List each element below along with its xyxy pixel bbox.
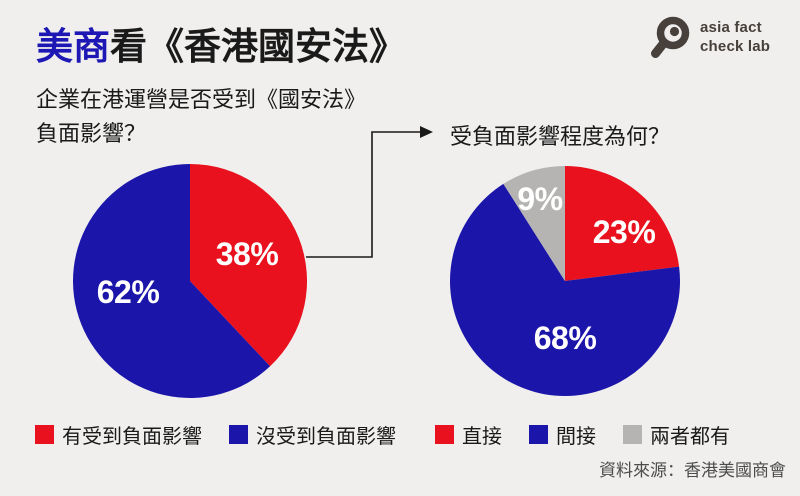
pie-chart-impact: 38% 62% [72,164,307,403]
page-title: 美商看《香港國安法》 [36,26,406,69]
legend-swatch-icon [435,425,454,444]
legend-item: 兩者都有 [623,420,730,449]
question-left: 企業在港運營是否受到《國安法》 負面影響？ [36,87,367,146]
legend-label: 沒受到負面影響 [256,426,396,448]
source-credit: 資料來源：香港美國商會 [599,461,786,480]
legend-degree: 直接 間接 兩者都有 [435,420,730,449]
slice-value-label: 23% [593,214,656,250]
legend-swatch-icon [529,425,548,444]
legend-item: 有受到負面影響 [35,420,202,449]
legend-swatch-icon [35,425,54,444]
title-rest: 看《香港國安法》 [110,26,406,67]
slice-value-label: 62% [97,274,160,310]
legend-swatch-icon [229,425,248,444]
pie-chart-degree: 23% 68% 9% [450,166,680,401]
question-right: 受負面影響程度為何？ [450,124,671,149]
pie-slice [72,164,271,399]
legend-swatch-icon [623,425,642,444]
legend-label: 直接 [462,426,502,448]
pie-slice [565,166,680,281]
slice-value-label: 38% [216,236,279,272]
legend-label: 間接 [556,426,596,448]
slice-value-label: 9% [517,181,562,217]
legend-impact: 有受到負面影響 沒受到負面影響 [35,420,396,449]
pie-slice [450,183,680,397]
legend-item: 間接 [529,420,596,449]
logo-text: asia fact check lab [700,18,771,55]
legend-item: 直接 [435,420,502,449]
title-accent: 美商 [36,26,110,67]
magnifier-eye-icon [651,16,690,58]
arrowhead-icon [420,126,433,138]
pie-slice [503,166,565,281]
slice-value-label: 68% [534,320,597,356]
legend-item: 沒受到負面影響 [229,420,396,449]
pie-slice [190,164,307,367]
afcl-logo: asia fact check lab [646,14,784,61]
legend-label: 有受到負面影響 [62,426,202,448]
legend-label: 兩者都有 [650,426,730,448]
